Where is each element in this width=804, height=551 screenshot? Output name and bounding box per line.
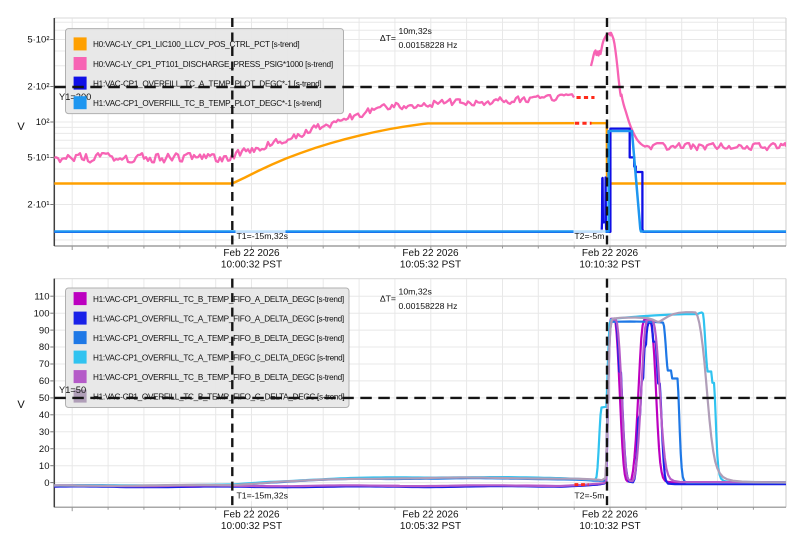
svg-text:Y1=50: Y1=50 <box>59 385 86 395</box>
svg-text:H1:VAC-CP1_OVERFILL_TC_A_TEMP_: H1:VAC-CP1_OVERFILL_TC_A_TEMP_FIFO_C_DEL… <box>93 353 344 362</box>
svg-text:Feb 22 2026: Feb 22 2026 <box>402 509 459 520</box>
svg-text:40: 40 <box>39 410 50 421</box>
svg-text:10m,32s: 10m,32s <box>399 26 433 36</box>
svg-text:H1:VAC-CP1_OVERFILL_TC_A_TEMP_: H1:VAC-CP1_OVERFILL_TC_A_TEMP_FIFO_B_DEL… <box>93 334 344 343</box>
svg-text:70: 70 <box>39 359 50 370</box>
svg-text:0.00158228 Hz: 0.00158228 Hz <box>399 301 458 311</box>
svg-text:H1:VAC-CP1_OVERFILL_TC_A_TEMP_: H1:VAC-CP1_OVERFILL_TC_A_TEMP_FIFO_A_DEL… <box>93 314 344 323</box>
svg-text:T1=-15m,32s: T1=-15m,32s <box>237 231 289 241</box>
svg-text:30: 30 <box>39 427 50 438</box>
svg-text:2·10¹: 2·10¹ <box>27 200 49 211</box>
svg-text:10:00:32 PST: 10:00:32 PST <box>221 521 282 532</box>
svg-text:60: 60 <box>39 376 50 387</box>
svg-text:T2=-5m: T2=-5m <box>574 491 604 501</box>
svg-text:Feb 22 2026: Feb 22 2026 <box>223 248 280 259</box>
svg-text:10:00:32 PST: 10:00:32 PST <box>221 260 282 271</box>
svg-text:5·10²: 5·10² <box>27 35 49 46</box>
svg-text:T2=-5m: T2=-5m <box>574 231 604 241</box>
svg-text:80: 80 <box>39 342 50 353</box>
svg-text:Feb 22 2026: Feb 22 2026 <box>582 248 639 259</box>
svg-text:10²: 10² <box>36 117 50 128</box>
svg-text:10:05:32 PST: 10:05:32 PST <box>400 260 461 271</box>
svg-text:ΔT=: ΔT= <box>380 294 396 304</box>
svg-text:ΔT=: ΔT= <box>380 33 396 43</box>
svg-text:V: V <box>17 121 25 133</box>
svg-text:50: 50 <box>39 393 50 404</box>
svg-text:H1:VAC-CP1_OVERFILL_TC_B_TEMP_: H1:VAC-CP1_OVERFILL_TC_B_TEMP_PLOT_DEGC*… <box>93 99 321 108</box>
svg-text:110: 110 <box>34 291 49 302</box>
svg-text:2·10²: 2·10² <box>27 82 49 93</box>
svg-text:10:10:32 PST: 10:10:32 PST <box>579 521 640 532</box>
svg-text:Feb 22 2026: Feb 22 2026 <box>582 509 639 520</box>
svg-text:100: 100 <box>34 308 50 319</box>
svg-text:V: V <box>17 399 25 411</box>
svg-text:Feb 22 2026: Feb 22 2026 <box>223 509 280 520</box>
svg-text:0: 0 <box>44 478 49 489</box>
svg-text:10m,32s: 10m,32s <box>399 287 433 297</box>
svg-text:H1:VAC-CP1_OVERFILL_TC_A_TEMP_: H1:VAC-CP1_OVERFILL_TC_A_TEMP_PLOT_DEGC*… <box>93 79 321 88</box>
svg-text:5·10¹: 5·10¹ <box>27 153 49 164</box>
svg-text:Feb 22 2026: Feb 22 2026 <box>402 248 459 259</box>
svg-text:T1=-15m,32s: T1=-15m,32s <box>237 491 289 501</box>
svg-text:H1:VAC-CP1_OVERFILL_TC_B_TEMP_: H1:VAC-CP1_OVERFILL_TC_B_TEMP_FIFO_B_DEL… <box>93 373 344 382</box>
svg-text:0.00158228 Hz: 0.00158228 Hz <box>399 40 458 50</box>
svg-text:H1:VAC-CP1_OVERFILL_TC_B_TEMP_: H1:VAC-CP1_OVERFILL_TC_B_TEMP_FIFO_A_DEL… <box>93 295 344 304</box>
svg-text:90: 90 <box>39 325 50 336</box>
svg-text:10: 10 <box>39 461 50 472</box>
svg-text:H0:VAC-LY_CP1_LIC100_LLCV_POS_: H0:VAC-LY_CP1_LIC100_LLCV_POS_CTRL_PCT [… <box>93 40 299 49</box>
svg-text:10:10:32 PST: 10:10:32 PST <box>579 260 640 271</box>
svg-text:H0:VAC-LY_CP1_PT101_DISCHARGE_: H0:VAC-LY_CP1_PT101_DISCHARGE_PRESS_PSIG… <box>93 60 333 69</box>
svg-text:10:05:32 PST: 10:05:32 PST <box>400 521 461 532</box>
svg-text:20: 20 <box>39 444 50 455</box>
